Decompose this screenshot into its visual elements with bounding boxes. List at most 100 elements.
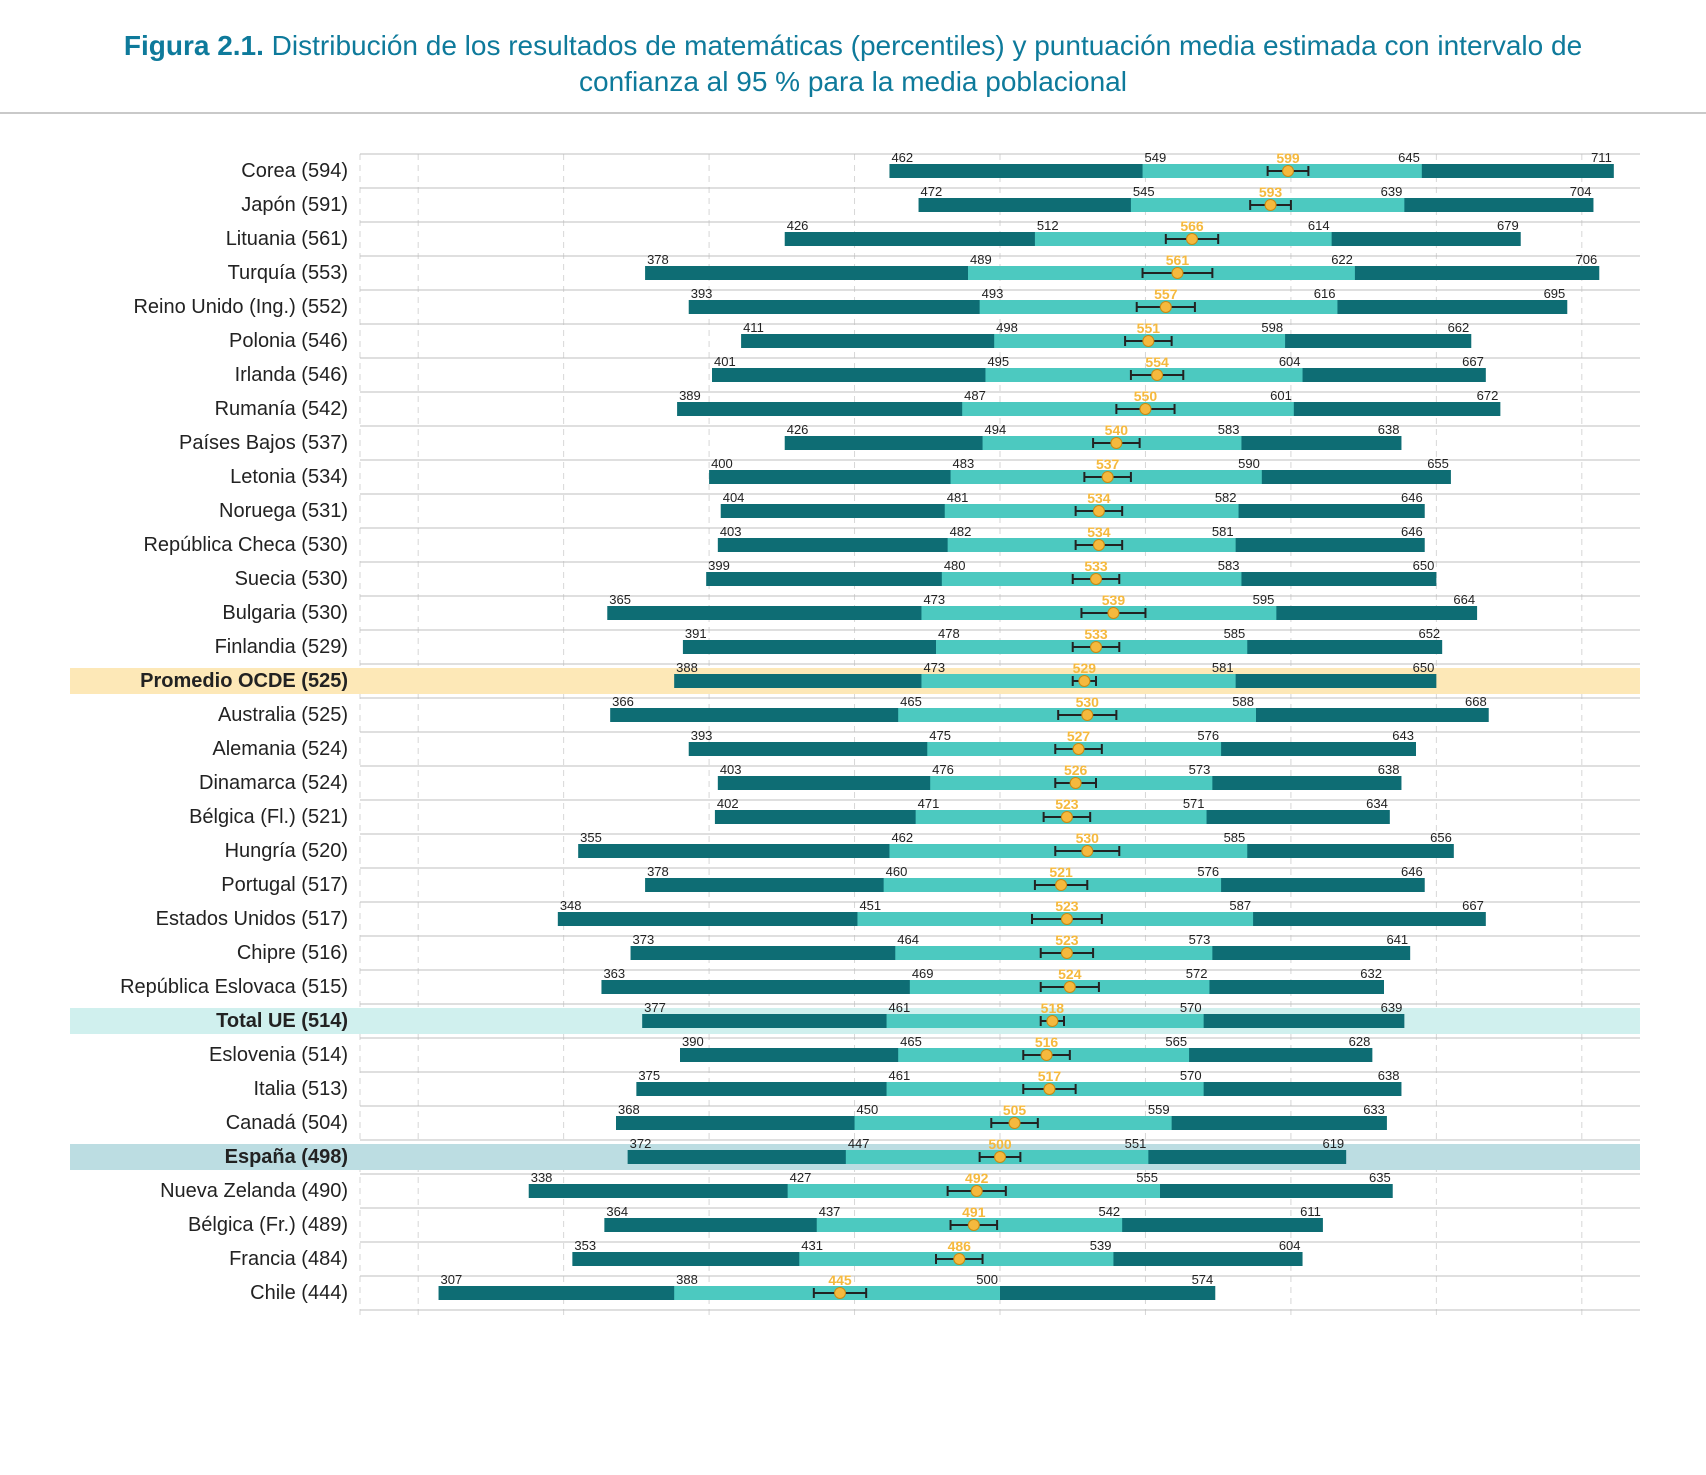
svg-text:Bélgica (Fl.) (521): Bélgica (Fl.) (521): [189, 806, 348, 828]
svg-text:Eslovenia (514): Eslovenia (514): [209, 1044, 348, 1066]
svg-text:529: 529: [1073, 660, 1097, 676]
svg-text:Alemania (524): Alemania (524): [212, 738, 348, 760]
svg-text:Noruega (531): Noruega (531): [219, 500, 348, 522]
figure-title-text: Distribución de los resultados de matemá…: [264, 30, 1582, 97]
svg-text:672: 672: [1477, 388, 1499, 403]
svg-text:482: 482: [950, 524, 972, 539]
svg-text:551: 551: [1137, 320, 1161, 336]
svg-text:645: 645: [1398, 150, 1420, 165]
svg-text:628: 628: [1349, 1034, 1371, 1049]
svg-text:393: 393: [691, 286, 713, 301]
svg-text:307: 307: [441, 1272, 463, 1287]
svg-text:400: 400: [711, 456, 733, 471]
figure-title: Figura 2.1. Distribución de los resultad…: [0, 0, 1706, 106]
svg-text:Países Bajos (537): Países Bajos (537): [179, 432, 348, 454]
svg-text:Lituania (561): Lituania (561): [226, 228, 348, 250]
svg-text:611: 611: [1300, 1204, 1321, 1219]
svg-text:530: 530: [1076, 830, 1100, 846]
svg-text:469: 469: [912, 966, 934, 981]
svg-text:476: 476: [932, 762, 954, 777]
svg-text:471: 471: [918, 796, 940, 811]
svg-text:República Checa (530): República Checa (530): [143, 534, 348, 556]
svg-text:582: 582: [1215, 490, 1237, 505]
svg-text:Polonia (546): Polonia (546): [229, 330, 348, 352]
svg-text:498: 498: [996, 320, 1018, 335]
svg-text:667: 667: [1462, 898, 1484, 913]
svg-text:662: 662: [1448, 320, 1470, 335]
svg-text:545: 545: [1133, 184, 1155, 199]
svg-text:524: 524: [1058, 966, 1082, 982]
svg-text:576: 576: [1197, 864, 1219, 879]
svg-text:639: 639: [1381, 184, 1403, 199]
svg-text:462: 462: [891, 150, 913, 165]
title-divider: [0, 112, 1706, 114]
svg-text:Letonia (534): Letonia (534): [230, 466, 348, 488]
svg-text:593: 593: [1259, 184, 1283, 200]
svg-text:Bulgaria (530): Bulgaria (530): [222, 602, 348, 624]
svg-text:Francia (484): Francia (484): [229, 1248, 348, 1270]
svg-text:450: 450: [857, 1102, 879, 1117]
svg-text:Estados Unidos (517): Estados Unidos (517): [156, 908, 348, 930]
svg-text:516: 516: [1035, 1034, 1059, 1050]
svg-text:Reino Unido (Ing.) (552): Reino Unido (Ing.) (552): [133, 296, 348, 318]
svg-text:364: 364: [606, 1204, 628, 1219]
svg-text:533: 533: [1084, 558, 1108, 574]
svg-text:445: 445: [828, 1272, 852, 1288]
svg-text:664: 664: [1453, 592, 1475, 607]
svg-text:500: 500: [988, 1136, 1012, 1152]
svg-text:588: 588: [1232, 694, 1254, 709]
svg-text:646: 646: [1401, 524, 1423, 539]
svg-text:447: 447: [848, 1136, 870, 1151]
svg-text:635: 635: [1369, 1170, 1391, 1185]
svg-text:650: 650: [1413, 660, 1435, 675]
svg-text:Japón (591): Japón (591): [241, 194, 348, 216]
svg-text:518: 518: [1041, 1000, 1065, 1016]
svg-text:574: 574: [1192, 1272, 1214, 1287]
svg-text:Finlandia (529): Finlandia (529): [215, 636, 348, 658]
svg-text:401: 401: [714, 354, 736, 369]
svg-text:338: 338: [531, 1170, 553, 1185]
svg-text:489: 489: [970, 252, 992, 267]
svg-text:573: 573: [1189, 762, 1211, 777]
svg-text:650: 650: [1413, 558, 1435, 573]
svg-text:557: 557: [1154, 286, 1178, 302]
svg-text:348: 348: [560, 898, 582, 913]
svg-text:604: 604: [1279, 354, 1301, 369]
svg-text:495: 495: [987, 354, 1009, 369]
svg-text:570: 570: [1180, 1000, 1202, 1015]
svg-text:512: 512: [1037, 218, 1059, 233]
svg-text:426: 426: [787, 218, 809, 233]
svg-text:539: 539: [1090, 1238, 1112, 1253]
svg-text:570: 570: [1180, 1068, 1202, 1083]
svg-text:695: 695: [1544, 286, 1566, 301]
svg-text:500: 500: [976, 1272, 998, 1287]
svg-text:604: 604: [1279, 1238, 1301, 1253]
svg-text:530: 530: [1076, 694, 1100, 710]
svg-text:533: 533: [1084, 626, 1108, 642]
svg-text:585: 585: [1224, 830, 1246, 845]
svg-text:Australia (525): Australia (525): [218, 704, 348, 726]
svg-text:523: 523: [1055, 796, 1079, 812]
svg-text:601: 601: [1270, 388, 1292, 403]
svg-text:372: 372: [630, 1136, 652, 1151]
svg-text:462: 462: [891, 830, 913, 845]
svg-text:646: 646: [1401, 864, 1423, 879]
svg-text:473: 473: [923, 660, 945, 675]
svg-text:527: 527: [1067, 728, 1091, 744]
svg-text:402: 402: [717, 796, 739, 811]
svg-text:Dinamarca (524): Dinamarca (524): [199, 772, 348, 794]
svg-text:465: 465: [900, 694, 922, 709]
svg-text:403: 403: [720, 524, 742, 539]
svg-text:639: 639: [1381, 1000, 1403, 1015]
svg-text:478: 478: [938, 626, 960, 641]
svg-text:492: 492: [965, 1170, 989, 1186]
svg-text:587: 587: [1229, 898, 1251, 913]
svg-text:403: 403: [720, 762, 742, 777]
svg-text:706: 706: [1576, 252, 1598, 267]
svg-text:599: 599: [1276, 150, 1300, 166]
svg-text:426: 426: [787, 422, 809, 437]
svg-text:632: 632: [1360, 966, 1382, 981]
svg-text:389: 389: [679, 388, 701, 403]
svg-text:566: 566: [1180, 218, 1204, 234]
svg-text:581: 581: [1212, 660, 1234, 675]
